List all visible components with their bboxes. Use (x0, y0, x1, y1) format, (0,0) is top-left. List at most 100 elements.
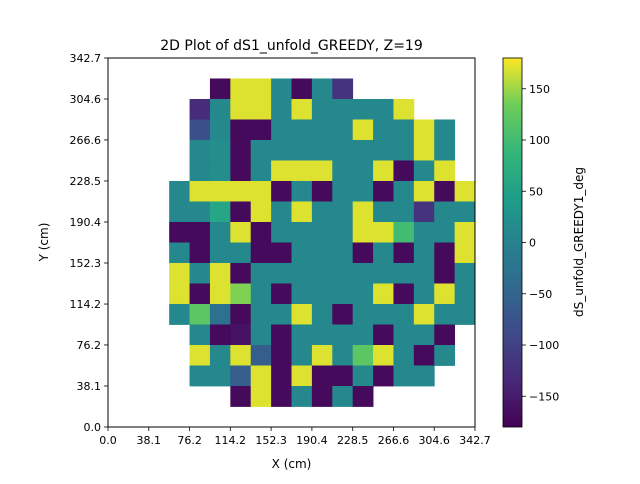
colorbar-tick-label: −150 (529, 390, 559, 403)
heatmap-cell (209, 160, 231, 182)
heatmap-cell (189, 119, 211, 141)
heatmap-cell (230, 365, 252, 387)
heatmap-cell (352, 386, 374, 407)
heatmap-cell (332, 262, 354, 284)
heatmap-cell (291, 139, 313, 161)
heatmap-cell (413, 160, 435, 182)
y-axis-ticks: 0.0 38.1 76.2 114.2 152.3 190.4 228.5 266.6 304.… (70, 52, 108, 434)
heatmap-cell (189, 201, 211, 223)
heatmap-cell (311, 180, 333, 202)
heatmap-cell (434, 324, 456, 346)
heatmap-cell (271, 201, 292, 223)
colorbar-tick-label: 0 (529, 237, 536, 250)
heatmap-cell (291, 160, 313, 182)
heatmap-cell (332, 221, 354, 243)
heatmap-cell (311, 139, 333, 161)
heatmap-cell (311, 262, 333, 284)
heatmap-cell (413, 365, 435, 387)
y-tick-label: 266.6 (70, 134, 102, 147)
heatmap-cell (311, 221, 333, 243)
heatmap-cell (291, 98, 313, 120)
colorbar (502, 57, 523, 428)
heatmap-cell (311, 324, 333, 346)
heatmap-cell (413, 201, 435, 223)
heatmap-cell (434, 262, 456, 284)
heatmap-cell (250, 119, 272, 141)
heatmap-cell (189, 139, 211, 161)
heatmap-cell (332, 303, 354, 325)
x-tick-label: 76.2 (177, 434, 202, 447)
heatmap-cell (352, 180, 374, 202)
heatmap-cell (393, 324, 415, 346)
heatmap-cell (311, 242, 333, 264)
heatmap-cell (434, 345, 456, 366)
heatmap-cell (373, 242, 394, 264)
x-tick-label: 266.6 (378, 434, 410, 447)
heatmap-cell (413, 283, 435, 305)
heatmap-cell (230, 139, 252, 161)
heatmap-cell (209, 262, 231, 284)
heatmap-cell (373, 119, 394, 141)
heatmap-cell (373, 283, 394, 305)
heatmap-cell (230, 262, 252, 284)
x-tick-label: 228.5 (337, 434, 369, 447)
y-tick-label: 76.2 (77, 339, 102, 352)
colorbar-label: dS_unfold_GREEDY1_deg (572, 167, 586, 317)
colorbar-tick-label: −50 (529, 288, 552, 301)
heatmap-cell (250, 262, 272, 284)
heatmap-cell (434, 180, 456, 202)
heatmap-cell (434, 303, 456, 325)
heatmap-cell (454, 303, 476, 325)
heatmap-cell (393, 201, 415, 223)
colorbar-tick-label: 50 (529, 185, 543, 198)
heatmap-cell (291, 283, 313, 305)
heatmap-cell (169, 303, 190, 325)
heatmap-cell (311, 160, 333, 182)
heatmap-cell (352, 283, 374, 305)
heatmap-cell (413, 119, 435, 141)
chart-title: 2D Plot of dS1_unfold_GREEDY, Z=19 (160, 38, 423, 54)
heatmap-cell (373, 221, 394, 243)
heatmap-cell (189, 221, 211, 243)
heatmap-cell (250, 386, 272, 407)
heatmap-cell (434, 201, 456, 223)
heatmap-cell (230, 242, 252, 264)
plot-frame (107, 57, 476, 428)
heatmap-cell (352, 98, 374, 120)
heatmap-cell (291, 180, 313, 202)
heatmap-cell (311, 283, 333, 305)
heatmap-cell (311, 98, 333, 120)
heatmap-cell (230, 119, 252, 141)
heatmap-cell (393, 365, 415, 387)
colorbar-ticks: 150 100 50 0 −50 −100 −150 (522, 83, 559, 403)
heatmap-cell (291, 119, 313, 141)
heatmap-cell (393, 303, 415, 325)
heatmap-cell (250, 221, 272, 243)
heatmap-cell (271, 262, 292, 284)
heatmap-cell (230, 180, 252, 202)
heatmap-cell (413, 324, 435, 346)
heatmap-cell (169, 221, 190, 243)
heatmap-cell (209, 345, 231, 366)
x-tick-label: 304.6 (418, 434, 450, 447)
heatmap-cell (352, 139, 374, 161)
heatmap-cell (230, 98, 252, 120)
heatmap-cell (291, 262, 313, 284)
heatmap-cell (434, 221, 456, 243)
heatmap-cell (413, 345, 435, 366)
heatmap-cell (271, 78, 292, 100)
heatmap-cell (393, 119, 415, 141)
heatmap-cell (169, 242, 190, 264)
heatmap-cell (209, 303, 231, 325)
heatmap-cell (291, 345, 313, 366)
heatmap-cell (189, 262, 211, 284)
x-axis-ticks: 0.0 38.1 76.2 114.2 152.3 190.4 228.5 266.6 304.… (99, 427, 491, 447)
heatmap-cell (250, 283, 272, 305)
heatmap-cell (332, 78, 354, 100)
heatmap-cell (454, 221, 476, 243)
heatmap-cell (230, 303, 252, 325)
heatmap-cell (413, 242, 435, 264)
heatmap-cell (271, 119, 292, 141)
y-tick-label: 304.6 (70, 93, 102, 106)
heatmap-cell (352, 201, 374, 223)
